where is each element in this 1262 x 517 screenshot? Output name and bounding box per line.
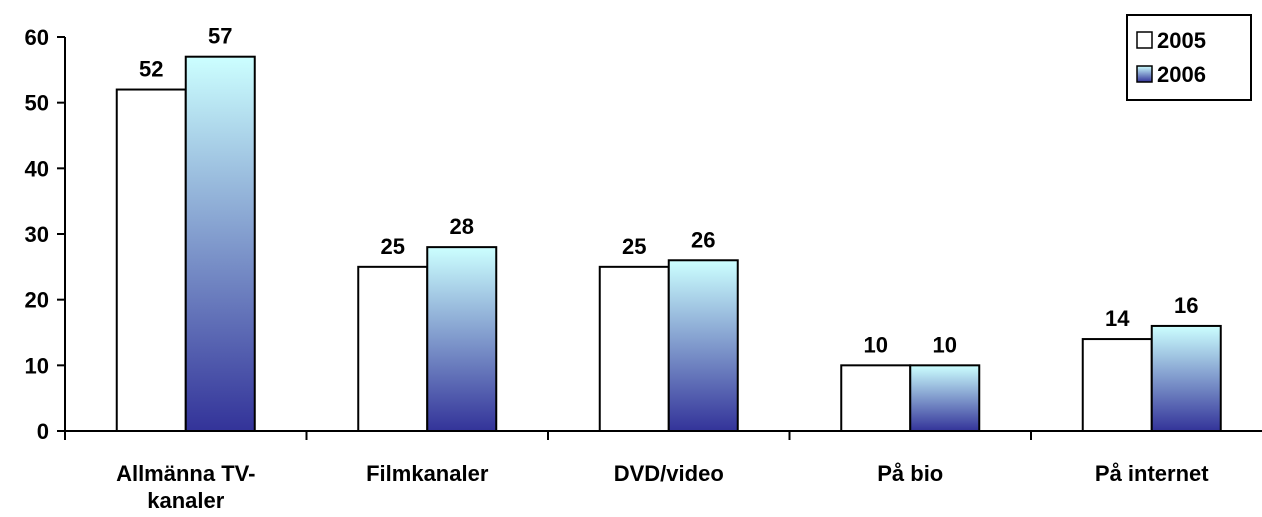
data-label-2005-4: 10 [864, 332, 888, 357]
legend-swatch-2006 [1136, 65, 1153, 83]
data-label-2005-3: 25 [622, 234, 646, 259]
bar-2005-1 [115, 88, 187, 433]
bar-2005-5 [1081, 338, 1153, 433]
data-label-2006-4: 10 [933, 332, 957, 357]
category-label: Allmänna TV-kanaler [116, 461, 255, 513]
legend-box [1126, 14, 1252, 101]
data-label-2006-3: 26 [691, 227, 715, 252]
y-tick-label: 50 [25, 91, 49, 116]
bar-2006-4 [909, 364, 981, 433]
category-label: På bio [877, 461, 943, 486]
data-label-2005-5: 14 [1105, 306, 1130, 331]
bar-2005-3 [598, 265, 670, 433]
category-label: På internet [1095, 461, 1209, 486]
y-tick-label: 40 [25, 156, 49, 181]
data-label-2005-2: 25 [381, 234, 405, 259]
bar-2006-2 [426, 246, 498, 432]
data-label-2006-2: 28 [450, 214, 474, 239]
bar-2006-3 [667, 259, 739, 432]
y-tick-label: 30 [25, 222, 49, 247]
y-tick-label: 10 [25, 353, 49, 378]
category-label: Filmkanaler [366, 461, 489, 486]
legend-swatch-2005 [1136, 31, 1153, 49]
y-tick-label: 0 [37, 419, 49, 444]
legend: 2005 2006 [1126, 14, 1252, 101]
data-label-2006-1: 57 [208, 24, 232, 49]
bar-2005-2 [357, 265, 429, 433]
bar-2005-4 [840, 364, 912, 433]
bar-2006-1 [184, 55, 256, 432]
bar-2006-5 [1150, 324, 1222, 432]
legend-label-2005: 2005 [1157, 28, 1206, 53]
data-label-2005-1: 52 [139, 57, 163, 82]
legend-label-2006: 2006 [1157, 62, 1206, 87]
axes: 0 10 20 30 40 50 60 [25, 25, 1262, 444]
category-label: DVD/video [614, 461, 724, 486]
data-label-2006-5: 16 [1174, 293, 1198, 318]
bars [115, 55, 1222, 433]
labels: 52 57 Allmänna TV-kanaler 25 28 Filmkanaler 25… [116, 24, 1209, 513]
y-tick-label: 60 [25, 25, 49, 50]
y-tick-label: 20 [25, 288, 49, 313]
